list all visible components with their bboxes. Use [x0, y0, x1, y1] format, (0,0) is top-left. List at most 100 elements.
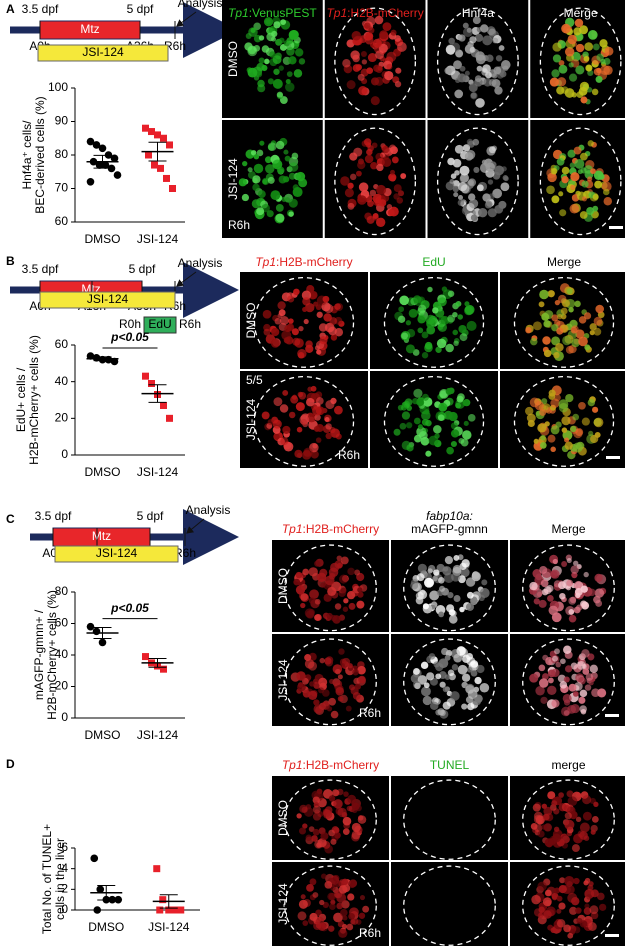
data-point — [92, 354, 101, 362]
column-label: merge — [551, 758, 585, 772]
cell-nucleus — [541, 312, 550, 321]
cell-nucleus — [422, 695, 432, 706]
scale-bar — [606, 456, 620, 459]
cell-nucleus — [590, 434, 599, 444]
cell-nucleus — [462, 27, 473, 37]
cell-nucleus — [288, 172, 296, 180]
data-point — [153, 865, 161, 873]
cell-nucleus — [466, 138, 474, 146]
cell-nucleus — [569, 162, 576, 169]
stage-label: 5 dpf — [129, 262, 156, 276]
cell-nucleus — [352, 668, 359, 676]
cell-nucleus — [267, 419, 274, 426]
cell-nucleus — [326, 612, 333, 620]
cell-nucleus — [573, 560, 579, 566]
cell-nucleus — [370, 96, 380, 106]
cell-nucleus — [541, 824, 547, 830]
cell-nucleus — [303, 318, 309, 325]
cell-nucleus — [372, 213, 379, 220]
cell-nucleus — [558, 902, 566, 910]
cell-nucleus — [568, 62, 574, 68]
cell-nucleus — [308, 567, 318, 577]
y-axis-label: BEC-derived cells (%) — [33, 96, 47, 213]
column-label-text: Hnf4a — [462, 6, 494, 20]
cell-nucleus — [348, 880, 357, 889]
cell-nucleus — [364, 22, 371, 29]
cell-nucleus — [279, 316, 289, 325]
cell-nucleus — [397, 42, 407, 52]
cell-nucleus — [256, 149, 264, 157]
cell-nucleus — [494, 204, 504, 214]
cell-nucleus — [272, 419, 282, 429]
cell-nucleus — [588, 922, 597, 931]
cell-nucleus — [578, 696, 586, 704]
cell-nucleus — [257, 190, 266, 199]
cell-nucleus — [570, 184, 576, 190]
cell-nucleus — [574, 587, 583, 596]
cell-nucleus — [315, 437, 322, 443]
cell-nucleus — [253, 153, 260, 160]
cell-nucleus — [369, 189, 377, 197]
cell-nucleus — [438, 402, 448, 412]
cell-nucleus — [482, 193, 491, 202]
column-label-text: merge — [551, 758, 585, 772]
x-tick-label: DMSO — [85, 465, 121, 479]
data-point — [166, 141, 173, 149]
data-point — [142, 124, 149, 132]
cell-nucleus — [272, 78, 283, 89]
cell-nucleus — [269, 51, 276, 58]
cell-nucleus — [346, 923, 354, 931]
cell-nucleus — [476, 184, 484, 192]
cell-nucleus — [416, 398, 425, 407]
cell-nucleus — [603, 197, 613, 206]
cell-nucleus — [273, 397, 283, 407]
cell-nucleus — [358, 912, 366, 919]
data-point — [104, 355, 113, 364]
cell-nucleus — [362, 905, 370, 913]
cell-nucleus — [462, 22, 469, 29]
cell-nucleus — [472, 138, 480, 146]
cell-nucleus — [275, 140, 285, 150]
cell-nucleus — [558, 64, 568, 74]
pulse-bar — [143, 316, 177, 334]
data-point — [92, 627, 101, 636]
cell-nucleus — [460, 173, 470, 183]
liver-outline — [522, 638, 615, 726]
cell-nucleus — [494, 165, 505, 176]
cell-nucleus — [438, 585, 446, 592]
liver-outline — [522, 865, 615, 946]
cell-nucleus — [258, 57, 265, 64]
cell-nucleus — [296, 813, 302, 819]
cell-nucleus — [561, 175, 569, 184]
cell-nucleus — [312, 805, 321, 814]
cell-nucleus — [539, 442, 547, 449]
liver-outline — [284, 779, 377, 860]
cell-nucleus — [288, 411, 296, 419]
cell-nucleus — [426, 672, 435, 681]
cell-nucleus — [429, 590, 440, 601]
cell-nucleus — [282, 389, 289, 396]
cell-nucleus — [527, 419, 535, 428]
cell-nucleus — [450, 173, 457, 179]
cell-nucleus — [468, 179, 474, 186]
stage-label: 5 dpf — [137, 509, 164, 523]
cell-nucleus — [382, 22, 392, 32]
cell-nucleus — [573, 877, 580, 885]
cell-nucleus — [347, 182, 354, 189]
cell-nucleus — [295, 48, 304, 57]
cell-nucleus — [341, 923, 348, 929]
cell-nucleus — [322, 295, 330, 303]
cell-nucleus — [587, 176, 593, 182]
cell-nucleus — [295, 402, 305, 412]
cell-nucleus — [348, 684, 356, 691]
cell-nucleus — [530, 337, 538, 346]
cell-nucleus — [561, 166, 570, 175]
cell-nucleus — [313, 699, 320, 706]
cell-nucleus — [351, 31, 362, 41]
cell-nucleus — [312, 443, 318, 449]
cell-nucleus — [393, 428, 401, 436]
cell-nucleus — [329, 678, 335, 685]
cell-nucleus — [529, 581, 538, 591]
cell-nucleus — [587, 884, 594, 891]
cell-nucleus — [290, 395, 299, 404]
